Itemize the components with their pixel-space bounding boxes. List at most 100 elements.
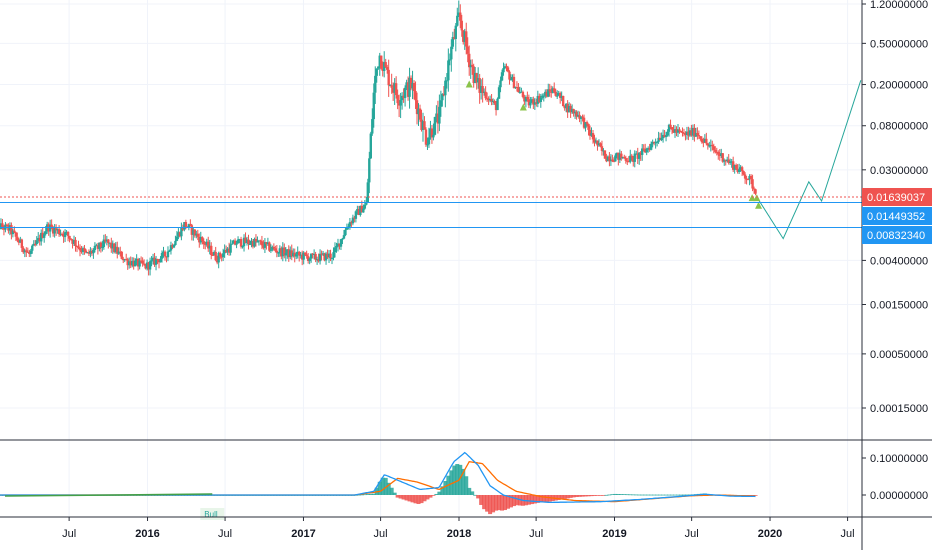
candle-body — [247, 239, 250, 244]
candle-body — [292, 252, 295, 257]
candle-body — [476, 78, 480, 83]
candle-body — [433, 116, 437, 135]
candle-body — [457, 12, 460, 16]
candle-body — [383, 62, 386, 72]
candle-body — [387, 69, 390, 86]
candle-body — [317, 259, 320, 262]
candle-body — [532, 99, 535, 105]
macd-histogram-bar — [413, 495, 418, 504]
candle-body — [303, 252, 307, 255]
candle-body — [375, 68, 378, 76]
macd-histogram-bar — [359, 494, 364, 496]
candle-body — [493, 100, 496, 104]
candle-body — [300, 254, 304, 260]
candle-body — [594, 140, 598, 143]
candle-body — [148, 261, 152, 270]
candle-body — [573, 111, 577, 114]
candle-body — [447, 60, 450, 81]
candle-body — [490, 99, 493, 102]
macd-histogram-bar — [511, 495, 516, 507]
candle-body — [125, 259, 128, 261]
candle-body — [40, 232, 43, 242]
macd-histogram-bar — [356, 494, 361, 496]
candle-body — [217, 252, 220, 263]
candle-body — [572, 108, 575, 114]
candle-body — [718, 154, 721, 156]
candle-body — [451, 37, 455, 47]
projection-path — [756, 80, 862, 240]
candle-body — [345, 227, 349, 230]
candle-body — [48, 224, 52, 232]
candle-body — [721, 153, 724, 162]
candle-body — [204, 244, 207, 246]
candle-body — [530, 99, 534, 103]
candle-body — [326, 253, 329, 258]
candle-body — [29, 250, 32, 254]
candle-body — [748, 176, 751, 180]
candle-body — [34, 243, 37, 245]
candle-body — [414, 90, 417, 101]
candle-body — [59, 233, 62, 235]
candle-body — [700, 138, 704, 143]
candle-body — [518, 91, 522, 93]
candle-body — [663, 134, 666, 138]
candle-body — [641, 148, 644, 155]
candle-body — [621, 156, 625, 159]
y-tick-label: 0.20000000 — [870, 80, 928, 92]
candle-body — [751, 179, 754, 189]
candle-body — [745, 178, 748, 180]
macd-histogram-bar — [640, 494, 645, 496]
candle-body — [160, 253, 164, 259]
candle-body — [418, 108, 422, 120]
signal-marker — [519, 103, 527, 111]
candle-body — [609, 159, 613, 162]
candle-body — [110, 242, 113, 249]
candle-body — [511, 76, 514, 80]
candle-body — [321, 253, 325, 255]
candle-body — [298, 251, 301, 256]
candle-body — [548, 89, 551, 92]
candle-body — [269, 249, 273, 251]
candle-body — [450, 46, 453, 60]
candle-body — [600, 146, 604, 151]
candle-body — [730, 161, 733, 163]
macd-histogram-bar — [449, 470, 454, 495]
macd-histogram-bar — [368, 493, 373, 495]
candle-body — [426, 144, 429, 146]
macd-histogram-bar — [407, 495, 412, 502]
candle-body — [329, 253, 332, 259]
macd-histogram-bar — [386, 482, 391, 495]
y-tick-label: 1.20000000 — [870, 0, 928, 11]
candle-body — [274, 248, 277, 251]
candle-body — [456, 15, 459, 26]
candle-body — [232, 240, 235, 244]
candle-body — [396, 95, 399, 104]
macd-histogram-bar — [604, 494, 609, 496]
macd-histogram-bar — [619, 494, 624, 495]
macd-histogram-bar — [595, 495, 600, 496]
candle-body — [126, 259, 129, 266]
candle-body — [688, 130, 692, 136]
candle-body — [630, 155, 633, 157]
candle-body — [462, 30, 465, 42]
macd-histogram-bar — [616, 494, 621, 495]
macd-histogram-bar — [670, 494, 675, 496]
candle-body — [581, 116, 584, 118]
candle-body — [508, 71, 511, 80]
candle-body — [207, 241, 210, 249]
candle-body — [145, 262, 149, 269]
candle-body — [139, 260, 143, 262]
candle-body — [417, 108, 420, 115]
candle-body — [356, 209, 359, 212]
candle-body — [338, 243, 341, 247]
candle-body — [287, 249, 290, 258]
candle-body — [141, 260, 144, 264]
candle-body — [69, 238, 73, 240]
candle-body — [615, 152, 619, 156]
candle-body — [436, 113, 440, 124]
candle-body — [743, 174, 747, 179]
candle-body — [399, 100, 402, 106]
macd-histogram-bar — [598, 495, 603, 496]
candle-body — [239, 239, 243, 247]
